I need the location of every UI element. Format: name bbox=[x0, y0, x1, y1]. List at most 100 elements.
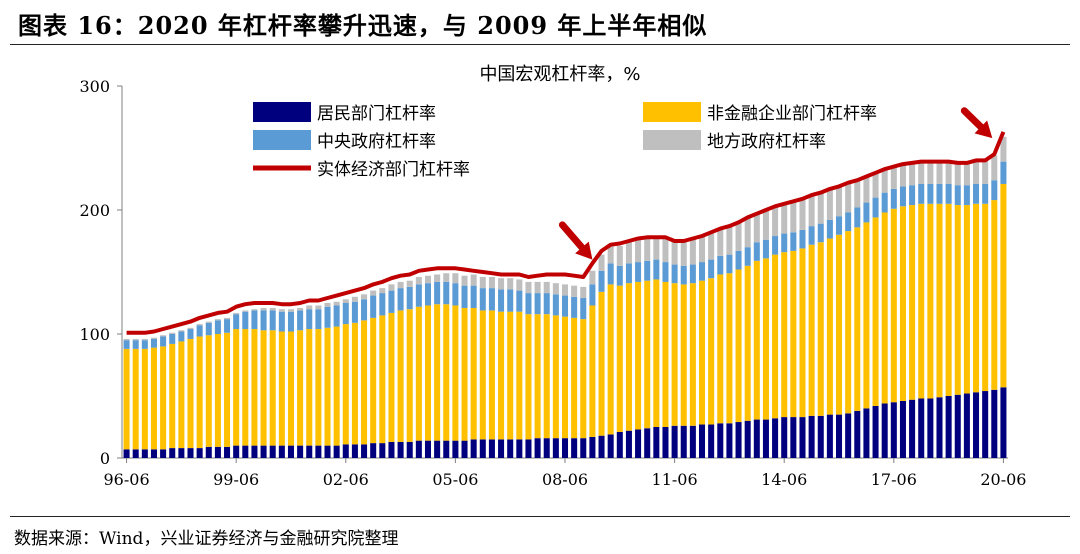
bar-household bbox=[379, 443, 386, 458]
bar-corporate bbox=[945, 203, 952, 396]
legend-label: 非金融企业部门杠杆率 bbox=[707, 104, 877, 124]
bar-local bbox=[854, 180, 861, 208]
bar-household bbox=[269, 445, 276, 458]
bar-household bbox=[251, 445, 258, 458]
bar-household bbox=[196, 448, 203, 458]
bar-corporate bbox=[187, 338, 194, 449]
bar-corporate bbox=[351, 322, 358, 445]
bar-local bbox=[269, 307, 276, 311]
bar-local bbox=[625, 242, 632, 264]
bar-corporate bbox=[278, 331, 285, 446]
bar-local bbox=[973, 160, 980, 184]
bar-local bbox=[260, 307, 267, 311]
bar-corporate bbox=[150, 347, 157, 450]
bar-local bbox=[361, 294, 368, 300]
bar-household bbox=[918, 398, 925, 458]
bar-household bbox=[927, 398, 934, 458]
bar-local bbox=[790, 201, 797, 233]
legend-item-household: 居民部门杠杆率 bbox=[253, 102, 436, 124]
legend-item-local: 地方政府杠杆率 bbox=[643, 130, 826, 152]
bar-household bbox=[945, 396, 952, 458]
bar-household bbox=[187, 448, 194, 458]
legend-label: 居民部门杠杆率 bbox=[317, 104, 436, 124]
bar-corporate bbox=[899, 206, 906, 401]
bar-central bbox=[424, 283, 432, 306]
bar-local bbox=[552, 283, 559, 295]
bar-corporate bbox=[698, 280, 706, 425]
bar-corporate bbox=[361, 320, 368, 445]
bar-local bbox=[799, 198, 806, 230]
bar-central bbox=[826, 219, 833, 239]
bar-local bbox=[644, 238, 651, 261]
bar-household bbox=[370, 443, 377, 458]
bar-corporate bbox=[205, 335, 212, 447]
bar-corporate bbox=[726, 273, 733, 424]
bar-local bbox=[698, 236, 706, 263]
bar-household bbox=[260, 445, 267, 458]
bar-corporate bbox=[534, 314, 541, 439]
arrow-2009 bbox=[558, 221, 593, 260]
bar-corporate bbox=[817, 242, 824, 416]
bar-household bbox=[516, 439, 523, 458]
bar-central bbox=[205, 322, 212, 336]
bar-corporate bbox=[141, 348, 148, 450]
bar-local bbox=[160, 335, 167, 337]
y-tick-label: 300 bbox=[79, 77, 110, 96]
bar-corporate bbox=[890, 208, 897, 403]
bar-corporate bbox=[589, 305, 596, 437]
bar-local bbox=[370, 290, 377, 296]
bar-corporate bbox=[826, 238, 833, 415]
bottom-rule bbox=[10, 516, 1070, 517]
bar-corporate bbox=[543, 314, 550, 439]
plot-area: 0 100 200 300 96-06 99-06 02-06 05-06 08-06 11-06… bbox=[79, 77, 1026, 489]
bar-local bbox=[872, 172, 879, 198]
bar-local bbox=[388, 284, 395, 291]
bar-household bbox=[826, 414, 833, 458]
bar-central bbox=[781, 233, 788, 253]
bar-household bbox=[863, 408, 870, 458]
bar-household bbox=[881, 403, 888, 458]
bar-local bbox=[461, 275, 468, 286]
bar-corporate bbox=[552, 315, 559, 439]
bar-local bbox=[498, 278, 505, 290]
bar-central bbox=[607, 263, 614, 285]
bar-central bbox=[872, 197, 879, 218]
bar-household bbox=[589, 436, 596, 458]
bar-corporate bbox=[790, 250, 797, 418]
bar-corporate bbox=[498, 311, 505, 440]
bar-local bbox=[826, 188, 833, 220]
bar-central bbox=[187, 329, 194, 339]
bar-central bbox=[470, 285, 477, 308]
bar-household bbox=[461, 440, 468, 458]
bar-corporate bbox=[479, 310, 486, 440]
bar-corporate bbox=[680, 284, 687, 426]
bar-household bbox=[525, 439, 532, 458]
bar-corporate bbox=[470, 307, 477, 440]
bar-central bbox=[918, 183, 925, 204]
bar-local bbox=[224, 317, 231, 320]
bar-household bbox=[973, 392, 980, 458]
bar-central bbox=[324, 306, 331, 328]
bar-corporate bbox=[799, 248, 806, 418]
bar-household bbox=[635, 429, 642, 458]
y-tick-label: 0 bbox=[100, 449, 110, 468]
bar-local bbox=[982, 160, 989, 184]
bar-local bbox=[772, 206, 779, 237]
bar-local bbox=[708, 232, 715, 260]
bar-household bbox=[616, 431, 623, 458]
bar-central bbox=[278, 311, 285, 332]
bar-household bbox=[443, 440, 450, 458]
bar-central bbox=[845, 212, 852, 232]
bar-central bbox=[370, 295, 377, 318]
bar-household bbox=[361, 444, 368, 458]
bar-local bbox=[488, 276, 495, 289]
bar-local bbox=[580, 286, 587, 299]
bar-central bbox=[552, 294, 559, 316]
bar-household bbox=[470, 439, 477, 458]
bar-household bbox=[1000, 387, 1007, 458]
bar-local bbox=[607, 244, 614, 264]
bar-household bbox=[434, 440, 441, 458]
bar-household bbox=[534, 438, 541, 458]
bar-corporate bbox=[744, 265, 751, 421]
bar-local bbox=[315, 305, 322, 310]
